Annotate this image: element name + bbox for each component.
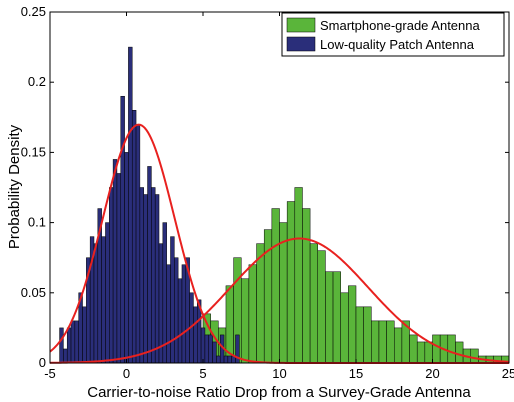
legend-swatch-smartphone <box>286 17 316 33</box>
x-axis-ticks: -5 0 5 10 15 20 25 <box>44 12 514 381</box>
smartphone-bar <box>386 320 395 364</box>
smartphone-bar <box>432 334 441 364</box>
patch-bar <box>170 236 175 364</box>
smartphone-bar <box>363 306 372 364</box>
legend-label-patch: Low-quality Patch Antenna <box>320 37 475 52</box>
patch-bar <box>154 194 160 364</box>
smartphone-fit-curve <box>49 237 510 364</box>
patch-bar <box>105 222 110 364</box>
legend-swatch-patch <box>286 36 316 52</box>
x-tick-label: 15 <box>349 366 363 381</box>
smartphone-bar <box>294 187 303 364</box>
patch-bar <box>166 264 171 364</box>
smartphone-bar <box>416 341 426 364</box>
patch-bar <box>66 327 72 364</box>
y-tick-label: 0.25 <box>21 4 46 19</box>
x-tick-label: 20 <box>425 366 439 381</box>
patch-bar <box>147 166 152 364</box>
smartphone-bar <box>302 208 311 364</box>
patch-bar <box>227 355 232 364</box>
patch-bar <box>128 46 133 364</box>
patch-bar <box>193 306 198 364</box>
patch-bar <box>112 159 118 364</box>
smartphone-bar <box>348 285 357 364</box>
smartphone-bar <box>394 327 403 364</box>
patch-bar <box>116 173 122 364</box>
legend-box <box>281 12 505 57</box>
patch-bar <box>223 355 229 364</box>
smartphone-bar <box>317 250 326 364</box>
y-tick-label: 0.05 <box>21 285 46 300</box>
smartphone-bar <box>424 341 433 364</box>
patch-bar <box>162 222 167 364</box>
patch-bar <box>212 341 217 364</box>
patch-bar <box>93 243 99 364</box>
patch-bar <box>74 320 79 364</box>
y-tick-label: 0.1 <box>28 215 46 230</box>
smartphone-bar <box>309 243 319 364</box>
smartphone-bar <box>271 208 280 364</box>
x-axis-title: Carrier-to-noise Ratio Drop from a Surve… <box>87 384 471 401</box>
legend: Smartphone-grade Antenna Low-quality Pat… <box>281 12 505 57</box>
y-tick-label: 0.15 <box>21 144 46 159</box>
smartphone-bar <box>248 264 257 364</box>
x-tick-label: 10 <box>272 366 286 381</box>
y-tick-label: 0 <box>39 355 46 370</box>
patch-bar <box>200 327 206 364</box>
patch-bar <box>131 110 137 364</box>
smartphone-bar <box>409 334 418 364</box>
x-tick-label: 0 <box>123 366 130 381</box>
smartphone-bar <box>470 348 479 364</box>
patch-bar <box>124 152 129 364</box>
smartphone-bar <box>256 243 265 364</box>
patch-bar <box>143 194 148 364</box>
patch-bar <box>174 257 179 364</box>
smartphone-bar <box>378 320 387 364</box>
smartphone-bar <box>447 334 456 364</box>
patch-bar <box>135 124 141 364</box>
smartphone-bar <box>340 292 349 364</box>
patch-bar <box>82 306 87 364</box>
x-tick-label: 5 <box>199 366 206 381</box>
patch-bar <box>63 348 68 364</box>
x-tick-label: -5 <box>44 366 56 381</box>
smartphone-bar <box>371 320 380 364</box>
patch-bar <box>181 264 187 364</box>
smartphone-bar <box>286 201 296 364</box>
patch-bar <box>177 278 183 364</box>
smartphone-bar <box>355 306 364 364</box>
patch-bar <box>59 327 64 364</box>
smartphone-bar <box>325 271 334 364</box>
legend-label-smartphone: Smartphone-grade Antenna <box>320 18 480 33</box>
patch-bar <box>216 355 221 364</box>
patch-bar <box>120 95 125 364</box>
patch-bar <box>101 236 106 364</box>
smartphone-bar <box>455 341 464 364</box>
patch-bar <box>109 187 114 364</box>
patch-bar <box>204 334 209 364</box>
y-axis-ticks: 0 0.05 0.1 0.15 0.2 0.25 <box>21 4 509 370</box>
y-tick-label: 0.2 <box>28 74 46 89</box>
patch-bar <box>208 334 213 364</box>
patch-bar <box>139 187 144 364</box>
patch-bar <box>151 187 156 364</box>
patch-bar <box>70 320 76 364</box>
x-tick-label: 25 <box>502 366 514 381</box>
y-axis-title: Probability Density <box>6 124 23 249</box>
smartphone-bar <box>241 278 250 364</box>
smartphone-bar <box>332 271 341 364</box>
